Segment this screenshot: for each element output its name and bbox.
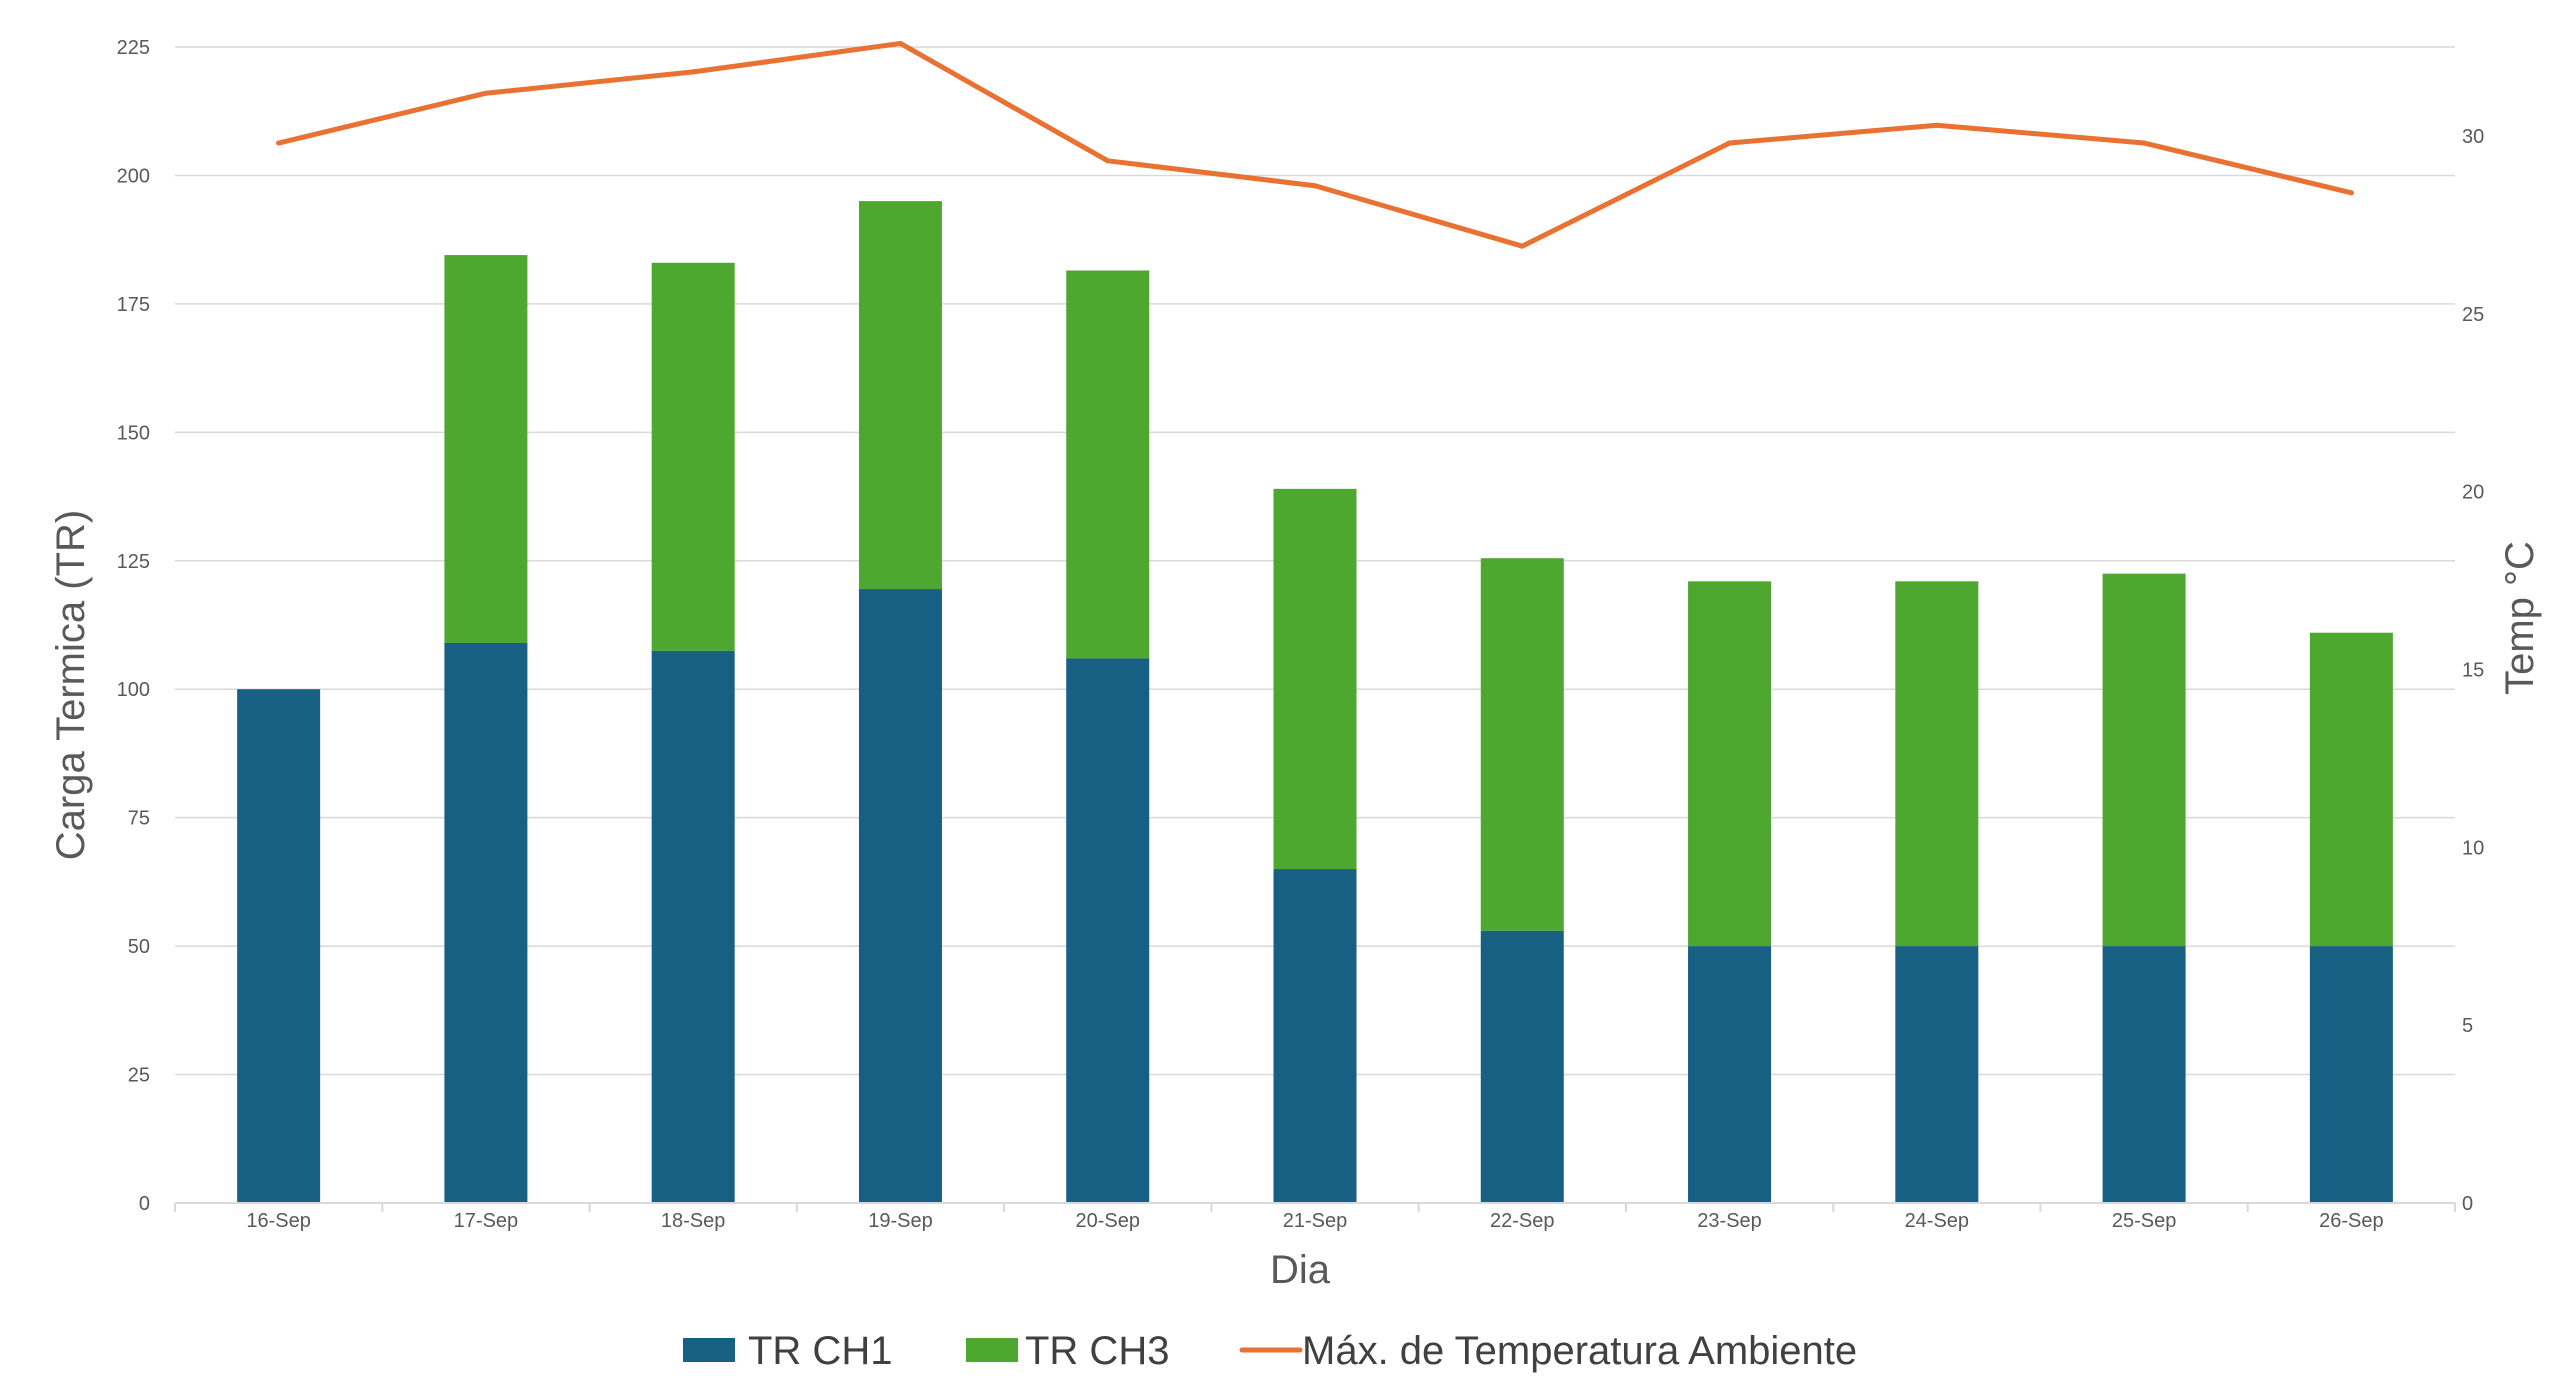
legend-label: Máx. de Temperatura Ambiente xyxy=(1302,1329,1857,1373)
x-tick-label: 18-Sep xyxy=(661,1210,726,1232)
temperature-point xyxy=(1519,243,1525,249)
y-tick-label: 100 xyxy=(117,679,150,701)
x-tick-label: 19-Sep xyxy=(868,1210,933,1232)
x-tick-label: 26-Sep xyxy=(2319,1210,2384,1232)
y2-tick-label: 10 xyxy=(2462,837,2484,859)
temperature-line xyxy=(276,40,2354,249)
bar-ch1 xyxy=(2102,946,2186,1203)
y-tick-label: 0 xyxy=(139,1193,150,1215)
bar-ch1 xyxy=(1688,946,1772,1203)
temperature-point xyxy=(1934,122,1940,128)
x-tick-label: 24-Sep xyxy=(1905,1210,1970,1232)
temperature-point xyxy=(276,140,282,146)
temperature-series-line xyxy=(276,40,2354,249)
bar-ch3 xyxy=(1273,488,1357,870)
bar-ch1 xyxy=(1066,658,1150,1203)
bar-ch1 xyxy=(1895,946,1979,1203)
bar-ch3 xyxy=(651,262,735,651)
temperature-point xyxy=(1727,140,1733,146)
x-axis: 16-Sep 17-Sep 18-Sep 19-Sep 20-Sep 21-Sep 22-S… xyxy=(174,1202,2456,1232)
y-tick-label: 25 xyxy=(128,1065,150,1087)
bar-ch1 xyxy=(1273,869,1357,1203)
bar-ch1 xyxy=(2309,946,2393,1203)
bar-ch1 xyxy=(444,642,528,1203)
y-tick-label: 50 xyxy=(128,936,150,958)
legend: TR CH1 TR CH3 Máx. de Temperatura Ambiente xyxy=(683,1329,1857,1373)
bar-ch1 xyxy=(651,650,735,1203)
y2-tick-label: 20 xyxy=(2462,482,2484,504)
x-tick-label: 21-Sep xyxy=(1283,1210,1348,1232)
bars xyxy=(237,201,2393,1203)
x-tick-label: 17-Sep xyxy=(454,1210,519,1232)
x-tick-label: 25-Sep xyxy=(2112,1210,2177,1232)
bar-ch1 xyxy=(858,589,942,1203)
y2-axis-title: Temp °C xyxy=(2498,541,2542,695)
y-tick-label: 175 xyxy=(117,294,150,316)
temperature-point xyxy=(690,69,696,75)
temperature-point xyxy=(1105,158,1111,164)
legend-swatch-ch1 xyxy=(683,1338,735,1362)
y-tick-label: 125 xyxy=(117,551,150,573)
bar-ch3 xyxy=(858,201,942,590)
bar-ch3 xyxy=(1688,581,1772,947)
bar-ch3 xyxy=(1895,581,1979,947)
legend-swatch-ch3 xyxy=(966,1338,1018,1362)
y-axis-title: Carga Termica (TR) xyxy=(49,510,93,860)
y2-tick-label: 30 xyxy=(2462,126,2484,148)
temperature-point xyxy=(2141,140,2147,146)
bar-ch3 xyxy=(2309,632,2393,947)
bar-ch3 xyxy=(1480,558,1564,931)
y2-tick-label: 25 xyxy=(2462,304,2484,326)
y-tick-label: 150 xyxy=(117,422,150,444)
bar-ch1 xyxy=(1480,930,1564,1203)
temperature-point xyxy=(1312,183,1318,189)
y-tick-label: 75 xyxy=(128,808,150,830)
x-tick-label: 16-Sep xyxy=(246,1210,311,1232)
legend-label: TR CH1 xyxy=(748,1329,892,1373)
temperature-point xyxy=(483,90,489,96)
legend-label: TR CH3 xyxy=(1025,1329,1169,1373)
y-tick-label: 225 xyxy=(117,37,150,59)
y-axis-left: 0 25 50 75 100 125 150 175 200 225 xyxy=(117,37,150,1215)
bar-ch3 xyxy=(2102,573,2186,947)
x-tick-label: 23-Sep xyxy=(1697,1210,1762,1232)
y2-tick-label: 5 xyxy=(2462,1015,2473,1037)
y-tick-label: 200 xyxy=(117,165,150,187)
x-tick-label: 22-Sep xyxy=(1490,1210,1555,1232)
temperature-point xyxy=(2348,190,2354,196)
y-axis-right: 0 5 10 15 20 25 30 xyxy=(2462,126,2484,1215)
x-tick-label: 20-Sep xyxy=(1075,1210,1140,1232)
bar-ch3 xyxy=(1066,270,1150,659)
bar-ch3 xyxy=(444,255,528,643)
x-axis-title: Dia xyxy=(1270,1248,1331,1292)
y2-tick-label: 0 xyxy=(2462,1193,2473,1215)
bar-ch1 xyxy=(237,689,321,1203)
y2-tick-label: 15 xyxy=(2462,659,2484,681)
temperature-point xyxy=(897,40,903,46)
